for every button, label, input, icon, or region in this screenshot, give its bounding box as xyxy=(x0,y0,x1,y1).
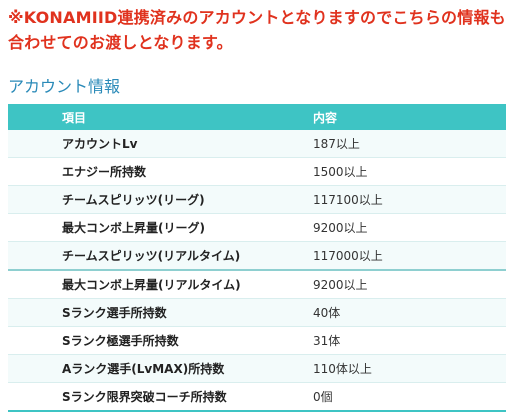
header-item: 項目 xyxy=(62,110,87,125)
row-item: Aランク選手(LvMAX)所持数 xyxy=(62,362,225,376)
account-info-table: 項目 内容 アカウントLv 187以上 エナジー所持数 1500以上 チームスピ… xyxy=(8,104,506,412)
row-value: 1500以上 xyxy=(313,165,368,179)
row-item: チームスピリッツ(リアルタイム) xyxy=(62,249,241,263)
row-value: 40体 xyxy=(313,306,341,320)
table-row: 最大コンボ上昇量(リアルタイム) 9200以上 xyxy=(8,270,506,299)
table-row: エナジー所持数 1500以上 xyxy=(8,157,506,186)
table-row: Sランク限界突破コーチ所持数 0個 xyxy=(8,382,506,411)
row-value: 31体 xyxy=(313,334,341,348)
row-item: エナジー所持数 xyxy=(62,165,147,179)
table-row: Aランク選手(LvMAX)所持数 110体以上 xyxy=(8,354,506,383)
table-row: Sランク選手所持数 40体 xyxy=(8,298,506,327)
row-item: 最大コンボ上昇量(リアルタイム) xyxy=(62,278,241,292)
header-content: 内容 xyxy=(313,110,338,125)
row-value: 117100以上 xyxy=(313,193,383,207)
row-value: 187以上 xyxy=(313,137,360,151)
section-title: アカウント情報 xyxy=(8,77,121,96)
row-item: Sランク極選手所持数 xyxy=(62,334,179,348)
notice-text: ※KONAMIID連携済みのアカウントとなりますのでこちらの情報も 合わせてのお… xyxy=(8,5,508,55)
row-item: アカウントLv xyxy=(62,137,138,151)
row-value: 110体以上 xyxy=(313,362,372,376)
row-value: 117000以上 xyxy=(313,249,383,263)
row-item: Sランク限界突破コーチ所持数 xyxy=(62,390,227,404)
row-value: 0個 xyxy=(313,390,333,404)
table-header-row: 項目 内容 xyxy=(8,104,506,130)
table-row: 最大コンボ上昇量(リーグ) 9200以上 xyxy=(8,213,506,242)
row-item: Sランク選手所持数 xyxy=(62,306,167,320)
row-value: 9200以上 xyxy=(313,221,368,235)
table-row: チームスピリッツ(リーグ) 117100以上 xyxy=(8,185,506,214)
table-row: チームスピリッツ(リアルタイム) 117000以上 xyxy=(8,241,506,270)
row-item: 最大コンボ上昇量(リーグ) xyxy=(62,221,205,235)
row-item: チームスピリッツ(リーグ) xyxy=(62,193,205,207)
notice-line-1: ※KONAMIID連携済みのアカウントとなりますのでこちらの情報も xyxy=(8,8,506,27)
notice-line-2: 合わせてのお渡しとなります。 xyxy=(8,33,233,52)
row-value: 9200以上 xyxy=(313,278,368,292)
table-row: Sランク極選手所持数 31体 xyxy=(8,326,506,355)
table-row: アカウントLv 187以上 xyxy=(8,130,506,158)
